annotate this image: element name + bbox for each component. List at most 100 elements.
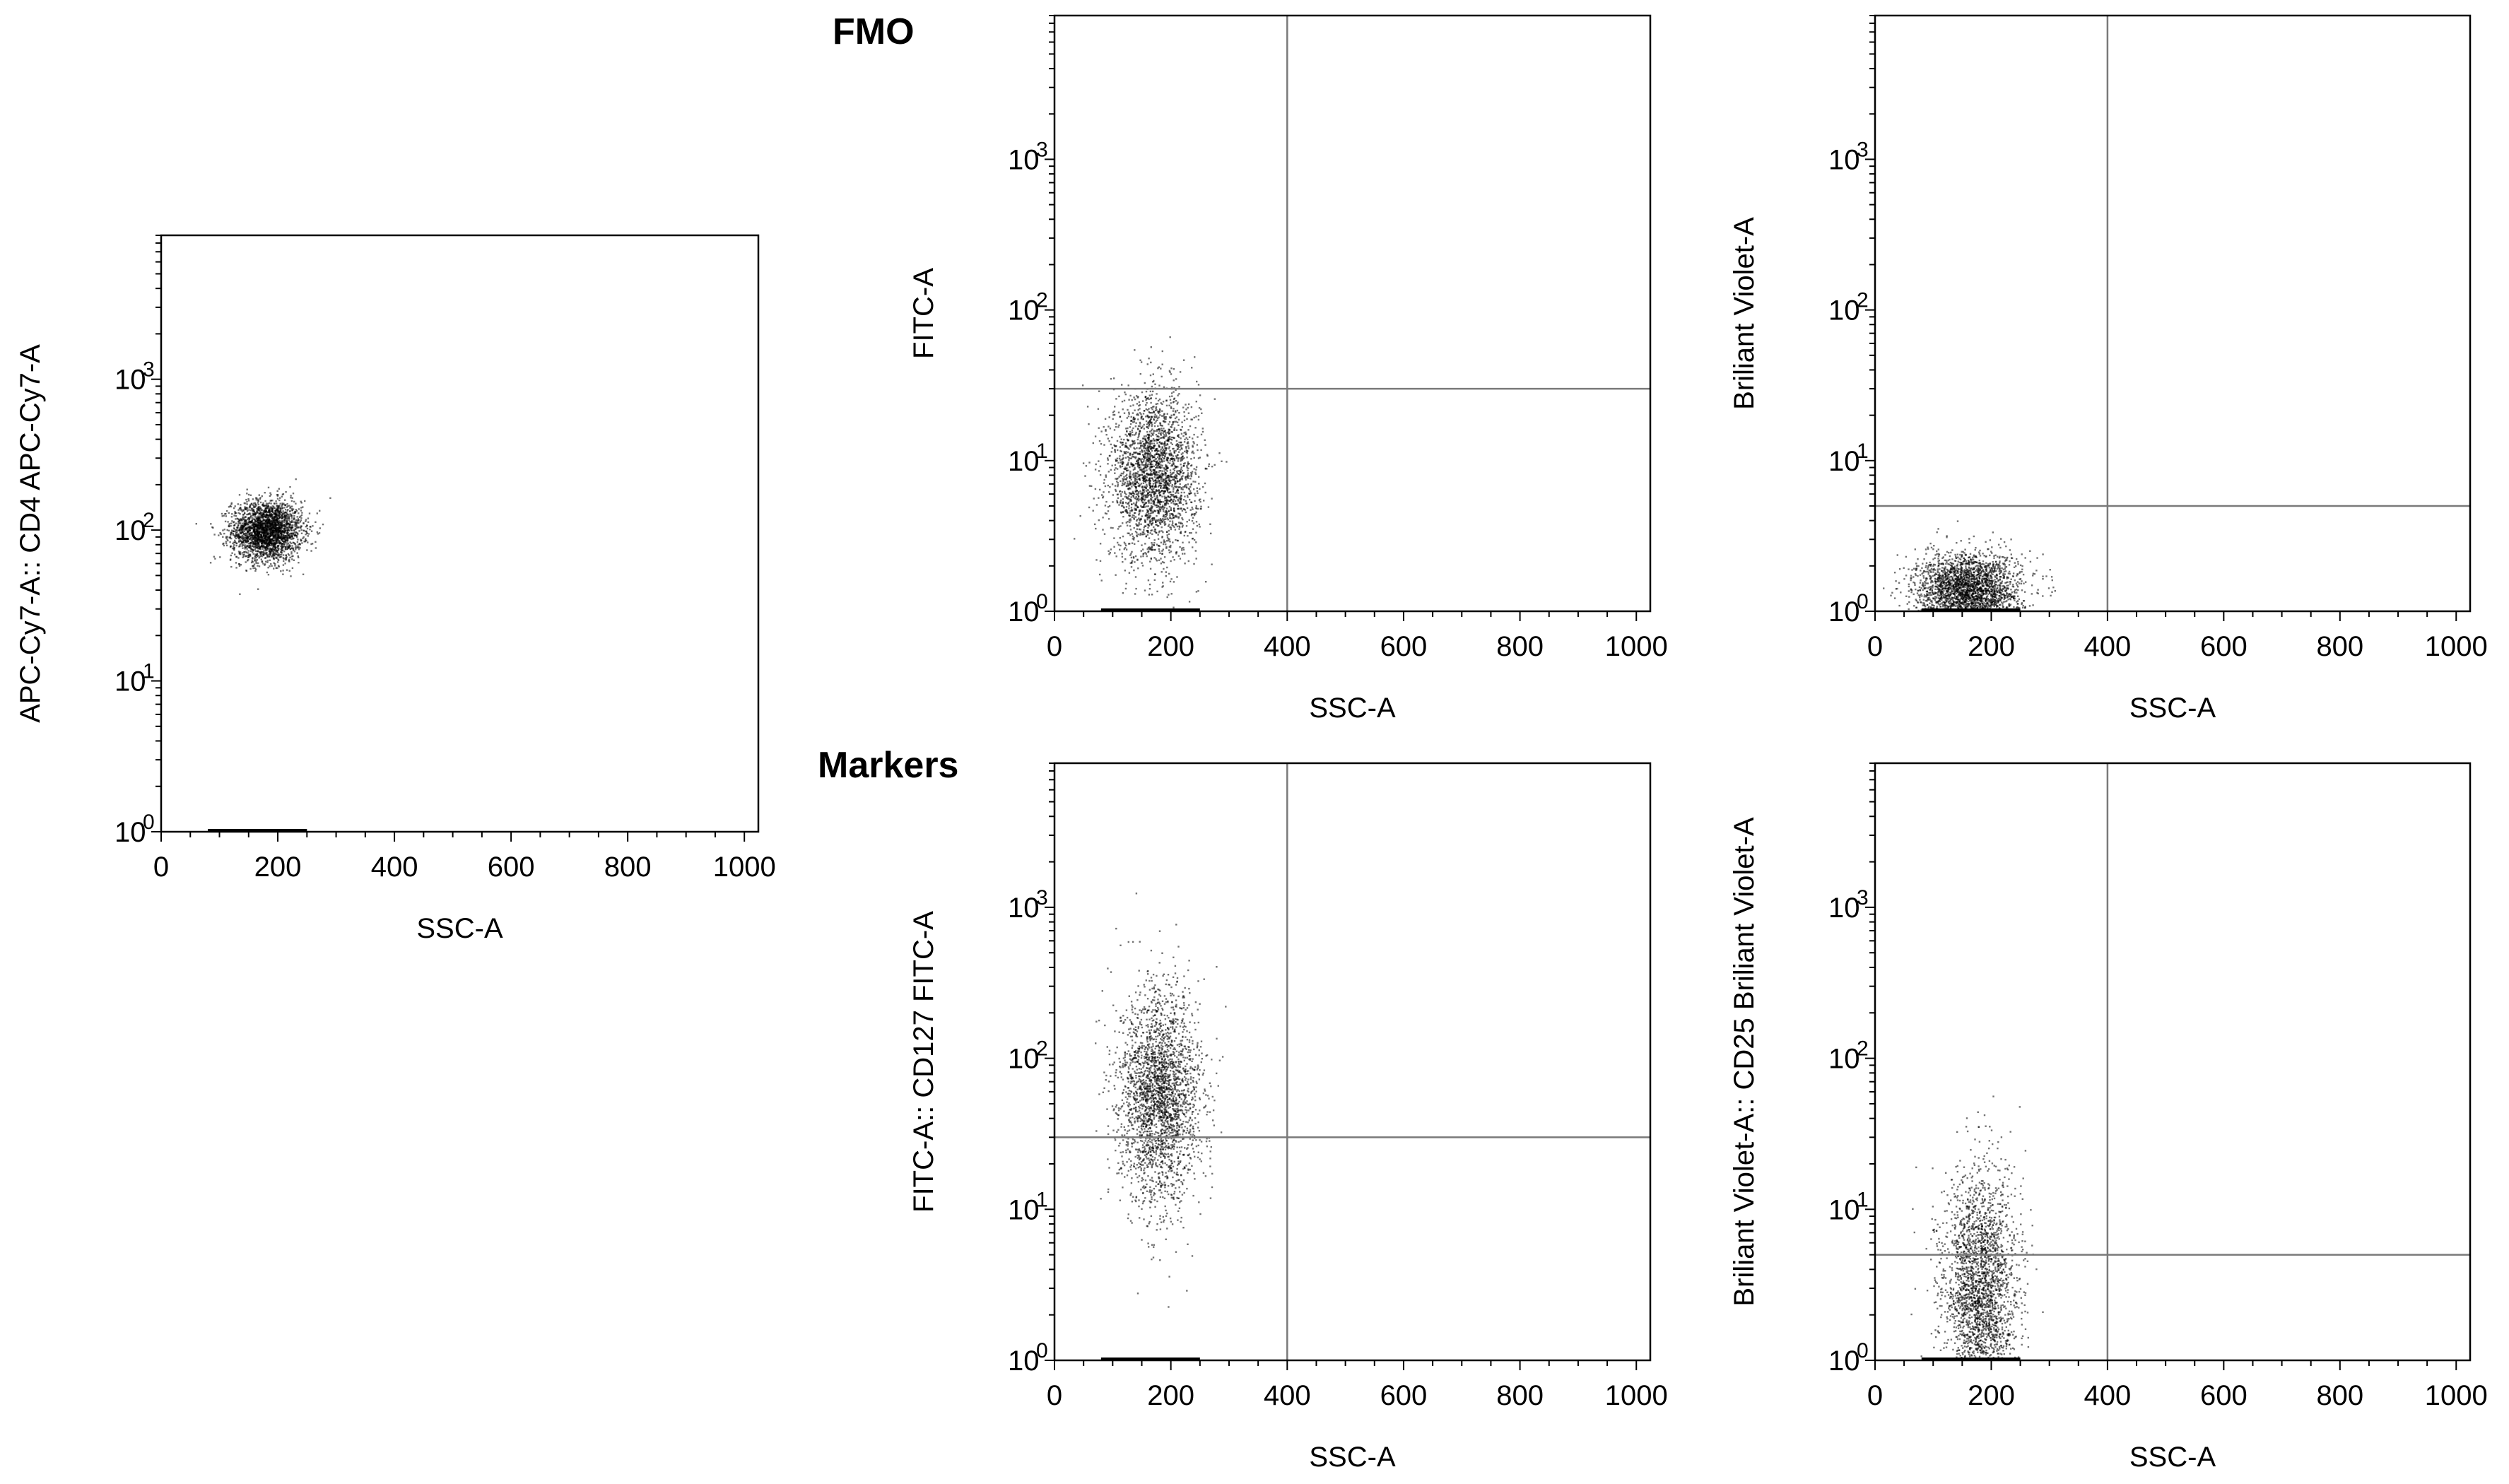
data-point — [1143, 456, 1145, 458]
data-point — [1178, 441, 1180, 444]
data-point — [1126, 483, 1129, 485]
data-point — [1129, 525, 1132, 527]
data-point — [295, 478, 297, 481]
data-point — [279, 524, 281, 526]
data-point — [271, 518, 274, 520]
data-point — [1144, 502, 1146, 505]
data-point — [1173, 479, 1175, 481]
data-point — [1172, 490, 1175, 493]
data-point — [1144, 457, 1146, 459]
data-point — [240, 540, 242, 542]
data-point — [1197, 492, 1199, 494]
data-point — [294, 546, 297, 549]
data-point — [1115, 459, 1117, 461]
data-point — [277, 534, 279, 536]
data-point — [1163, 434, 1165, 436]
data-point — [1173, 471, 1175, 474]
data-point — [1169, 371, 1171, 373]
data-point — [1139, 373, 1141, 375]
data-point — [271, 526, 274, 529]
data-point — [1177, 512, 1180, 514]
data-point — [1180, 447, 1182, 449]
data-point — [1104, 512, 1107, 514]
data-point — [257, 524, 259, 526]
data-point — [1129, 482, 1132, 484]
data-point — [1168, 478, 1170, 481]
data-point — [285, 538, 287, 541]
data-point — [1123, 548, 1125, 550]
data-point — [1139, 518, 1142, 521]
data-point — [276, 546, 278, 548]
data-point — [1098, 519, 1100, 522]
data-point — [1167, 502, 1169, 505]
data-point — [1132, 453, 1134, 456]
data-point — [1155, 397, 1157, 400]
data-point — [1123, 438, 1125, 441]
data-point — [1183, 411, 1185, 413]
data-point — [293, 512, 296, 514]
data-point — [272, 511, 274, 513]
data-point — [1165, 507, 1168, 510]
data-point — [254, 503, 257, 505]
data-point — [249, 525, 252, 527]
data-point — [1094, 469, 1097, 471]
data-point — [1178, 393, 1180, 395]
data-point — [256, 532, 259, 534]
data-point — [283, 507, 286, 509]
data-point — [1151, 542, 1153, 544]
data-point — [1129, 554, 1132, 556]
data-point — [1143, 491, 1146, 493]
data-point — [1155, 403, 1157, 406]
data-point — [249, 543, 252, 546]
data-point — [290, 522, 292, 524]
data-point — [254, 497, 257, 499]
data-point — [1108, 505, 1111, 507]
data-point — [288, 558, 290, 561]
data-point — [1146, 460, 1149, 463]
data-point — [1167, 466, 1169, 469]
data-point — [1149, 487, 1151, 489]
data-point — [298, 562, 300, 564]
data-point — [1133, 537, 1135, 539]
data-point — [260, 523, 263, 525]
data-point — [1170, 507, 1172, 510]
data-point — [1161, 457, 1164, 459]
data-point — [1196, 524, 1199, 527]
data-point — [1138, 517, 1140, 519]
data-point — [1151, 491, 1153, 494]
x-tick-label: 800 — [604, 852, 652, 883]
data-point — [274, 545, 276, 548]
data-point — [1136, 466, 1139, 468]
data-point — [1134, 478, 1136, 480]
data-point — [272, 524, 275, 526]
data-point — [269, 520, 271, 523]
data-point — [1181, 448, 1183, 450]
data-point — [292, 533, 295, 536]
data-point — [257, 517, 259, 519]
data-point — [305, 524, 308, 526]
data-point — [1118, 476, 1120, 478]
data-point — [1146, 409, 1149, 411]
data-point — [1170, 426, 1173, 428]
data-point — [1130, 493, 1132, 495]
data-point — [1182, 435, 1185, 437]
data-point — [1132, 514, 1134, 517]
data-point — [280, 531, 282, 533]
data-point — [296, 516, 298, 518]
data-point — [1156, 495, 1158, 497]
data-point — [286, 546, 288, 548]
data-point — [1105, 430, 1107, 432]
data-point — [1145, 408, 1147, 411]
data-point — [1183, 534, 1185, 537]
data-point — [269, 559, 271, 561]
data-point — [286, 517, 288, 519]
data-point — [271, 534, 273, 537]
data-point — [274, 529, 277, 531]
data-point — [257, 519, 259, 522]
data-point — [1180, 437, 1182, 440]
data-point — [283, 543, 286, 546]
data-point — [1134, 418, 1136, 420]
data-point — [1136, 459, 1139, 461]
data-point — [1114, 552, 1116, 554]
data-point — [1099, 573, 1101, 576]
